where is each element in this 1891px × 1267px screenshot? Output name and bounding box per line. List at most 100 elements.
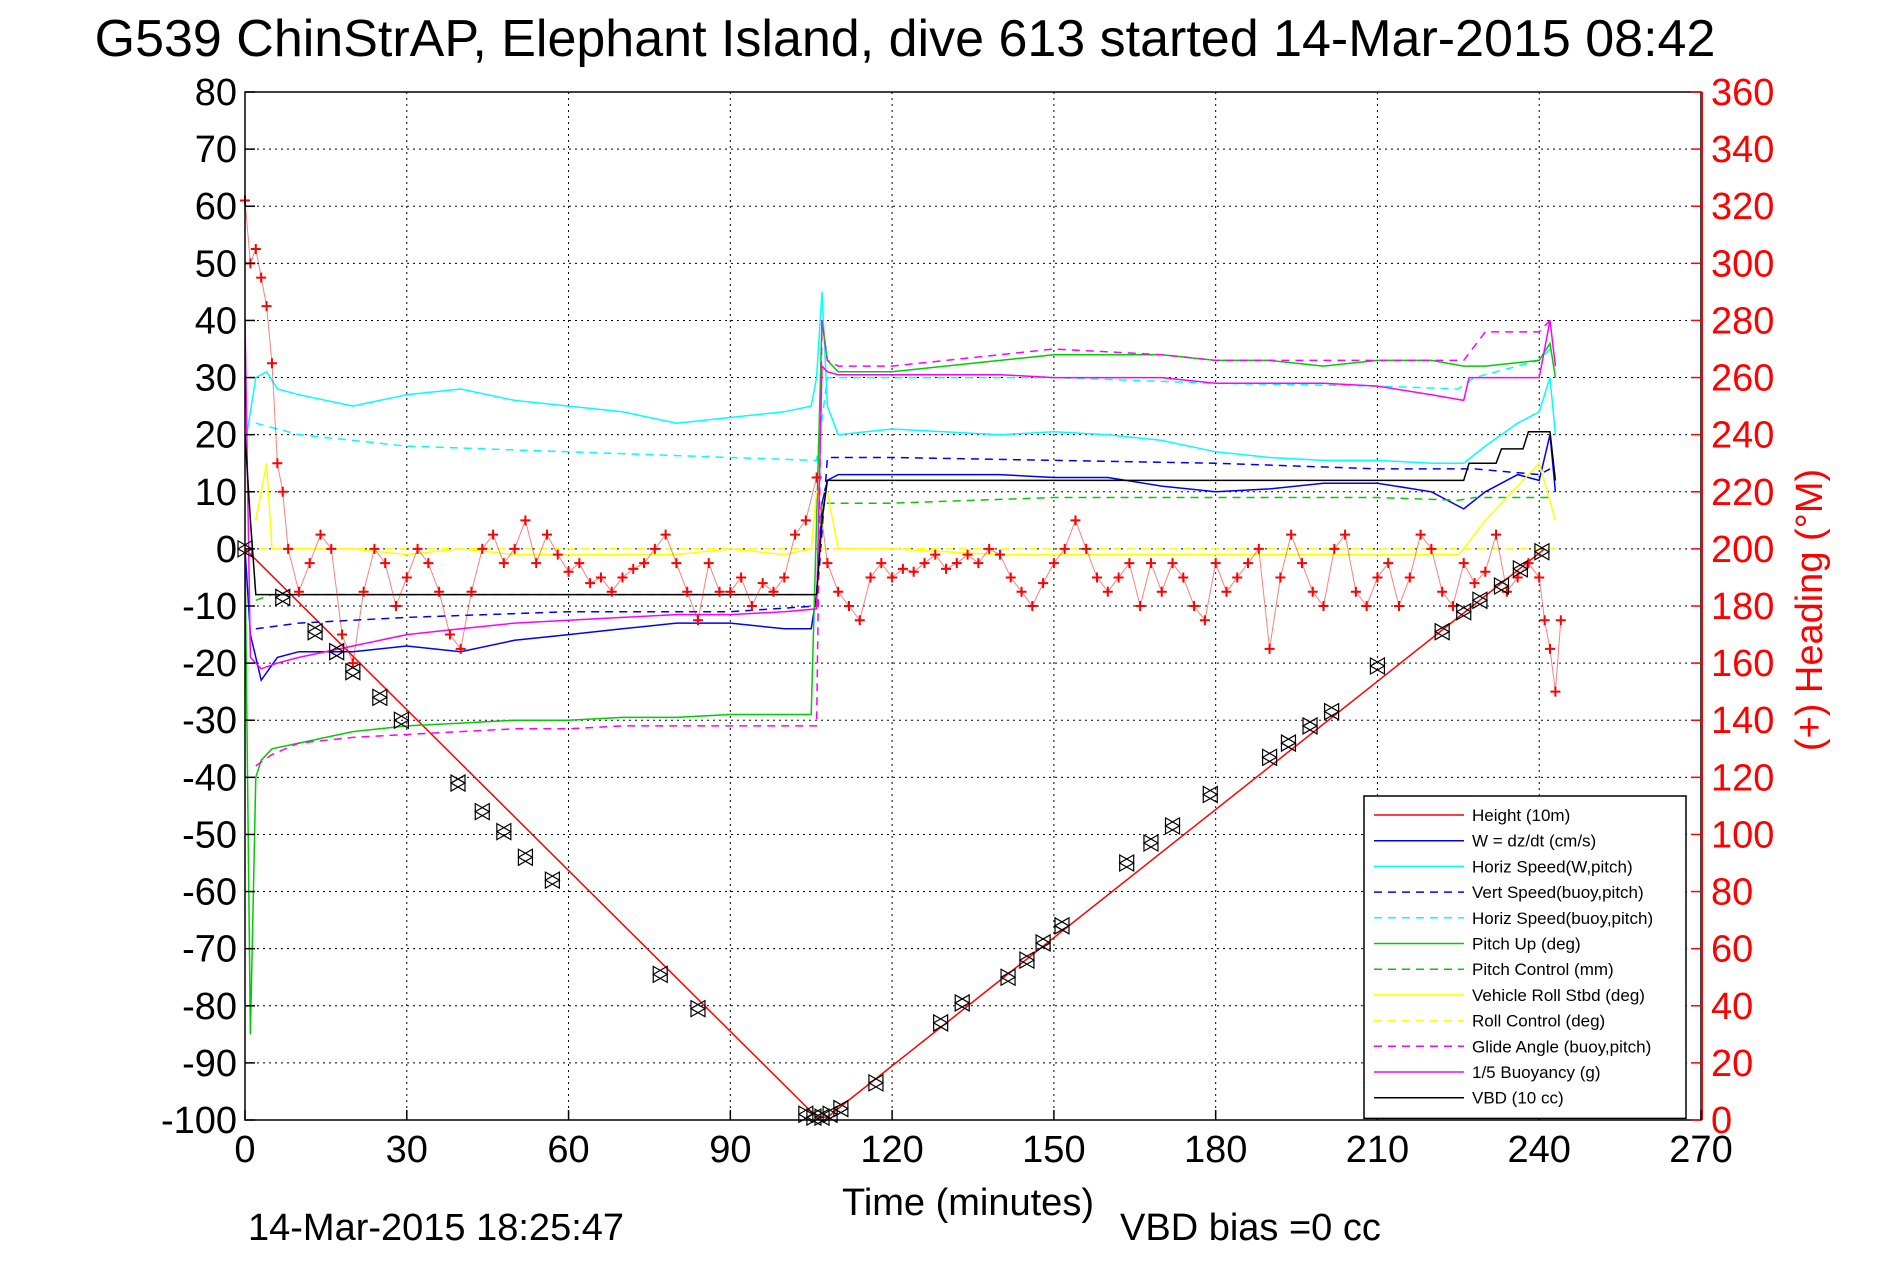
- y-tick-label: 70: [195, 129, 237, 171]
- series-height-10m: [245, 548, 1546, 1118]
- depth-sample-marker: [954, 993, 971, 1012]
- depth-sample-marker: [1053, 916, 1071, 935]
- y-tick-label: 0: [216, 529, 237, 571]
- depth-sample-marker: [495, 822, 513, 841]
- y2-tick-label: 40: [1711, 986, 1753, 1028]
- legend-box: [1363, 795, 1687, 1120]
- depth-sample-marker: [1369, 656, 1386, 676]
- series-horiz-speed-w-pitch: [245, 291, 1557, 464]
- depth-sample-marker: [1164, 816, 1181, 835]
- legend-label: Horiz Speed(buoy,pitch): [1472, 909, 1653, 928]
- depth-sample-marker: [867, 1073, 885, 1092]
- legend: Height (10m) W = dz/dt (cm/s) Horiz Speed(…: [1363, 795, 1687, 1120]
- depth-sample-marker: [1512, 559, 1529, 578]
- depth-sample-marker: [393, 711, 410, 730]
- series-glide-angle-buoy-pitch: [255, 319, 1551, 767]
- y2-tick-label: 360: [1711, 72, 1774, 114]
- depth-sample-marker: [1493, 576, 1510, 596]
- depth-sample-marker: [1323, 702, 1340, 721]
- y2-tick-label: 320: [1711, 186, 1774, 228]
- x-tick-label: 90: [709, 1129, 751, 1171]
- series-horiz-speed-buoy-pitch: [255, 348, 1551, 462]
- legend-label: Roll Control (deg): [1472, 1012, 1605, 1031]
- series-layer: [245, 291, 1557, 1118]
- series-1-5-buoyancy-g: [245, 320, 1557, 670]
- depth-sample-marker: [1455, 602, 1472, 621]
- legend-label: Horiz Speed(W,pitch): [1472, 857, 1633, 876]
- y2-tick-label: 140: [1711, 700, 1774, 742]
- y-tick-label: 20: [195, 415, 237, 457]
- legend-label: W = dz/dt (cm/s): [1472, 832, 1596, 851]
- x-tick-label: 240: [1508, 1129, 1571, 1171]
- y2-tick-label: 340: [1711, 129, 1774, 171]
- y2-tick-label: 100: [1711, 814, 1774, 856]
- heading-markers: [240, 195, 1566, 697]
- y2-tick-label: 120: [1711, 757, 1774, 799]
- y-axis-left: 80 70 60 50 40 30 20 10 0 -10 -20 -30 -40 -50 -60 -70 -8…: [161, 72, 255, 1142]
- x-tick-label: 120: [860, 1129, 923, 1171]
- legend-label: Height (10m): [1472, 806, 1570, 825]
- series-vbd-10-cc: [245, 431, 1557, 596]
- depth-sample-marker: [344, 662, 362, 681]
- x-tick-label: 60: [547, 1129, 589, 1171]
- y2-tick-label: 180: [1711, 586, 1774, 628]
- y2-tick-label: 260: [1711, 358, 1774, 400]
- depth-sample-marker: [805, 1108, 823, 1127]
- depth-sample-marker: [1034, 933, 1052, 952]
- y2-tick-label: 20: [1711, 1043, 1753, 1085]
- y-tick-label: -90: [182, 1043, 237, 1085]
- depth-sample-marker: [449, 774, 467, 793]
- depth-sample-marker: [1202, 785, 1219, 804]
- x-tick-label: 180: [1184, 1129, 1247, 1171]
- legend-label: VBD (10 cc): [1472, 1089, 1564, 1108]
- y2-axis-label: (+) Heading (°M): [1789, 469, 1831, 751]
- legend-label: Glide Angle (buoy,pitch): [1472, 1037, 1651, 1056]
- depth-sample-marker: [999, 968, 1017, 987]
- legend-label: 1/5 Buoyancy (g): [1472, 1063, 1601, 1082]
- depth-sample-marker: [274, 588, 291, 607]
- depth-sample-marker: [1142, 833, 1160, 853]
- y2-tick-label: 300: [1711, 243, 1774, 285]
- x-tick-label: 30: [386, 1129, 428, 1171]
- series-pitch-up-deg: [245, 320, 1557, 1035]
- legend-label: Vehicle Roll Stbd (deg): [1472, 986, 1645, 1005]
- legend-label: Pitch Up (deg): [1472, 935, 1581, 954]
- y-tick-label: 60: [195, 186, 237, 228]
- x-tick-label: 0: [234, 1129, 255, 1171]
- y-tick-label: 30: [195, 358, 237, 400]
- y-tick-label: 40: [195, 300, 237, 342]
- y2-tick-label: 220: [1711, 472, 1774, 514]
- x-axis: 0 30 60 90 120 150 180 210 240 270: [234, 1110, 1733, 1171]
- series-vert-speed-buoy-pitch: [255, 456, 1551, 630]
- x-tick-label: 210: [1346, 1129, 1409, 1171]
- y-tick-label: 10: [195, 472, 237, 514]
- chart-title: G539 ChinStrAP, Elephant Island, dive 61…: [95, 10, 1716, 68]
- depth-sample-marker: [1533, 542, 1551, 561]
- heading-trace: [244, 200, 1562, 692]
- depth-sample-marker: [1433, 622, 1451, 641]
- y-tick-label: -70: [182, 929, 237, 971]
- legend-label: Vert Speed(buoy,pitch): [1472, 883, 1644, 902]
- y-tick-label: 50: [195, 243, 237, 285]
- y-axis-right: 3603403203002802602402202001801601401201…: [1691, 72, 1774, 1142]
- y2-tick-label: 240: [1711, 415, 1774, 457]
- depth-sample-marker: [1280, 734, 1297, 753]
- y2-tick-label: 60: [1711, 929, 1753, 971]
- y-tick-label: -30: [182, 700, 237, 742]
- depth-sample-marker: [544, 871, 561, 890]
- depth-sample-marker: [689, 999, 707, 1018]
- y2-tick-label: 0: [1711, 1100, 1732, 1142]
- y-tick-label: -10: [182, 586, 237, 628]
- x-axis-label: Time (minutes): [842, 1182, 1094, 1224]
- depth-sample-markers: [236, 539, 1551, 1127]
- depth-sample-marker: [652, 965, 669, 984]
- y2-tick-label: 160: [1711, 643, 1774, 685]
- depth-sample-marker: [306, 622, 324, 641]
- depth-sample-marker: [1471, 591, 1489, 610]
- depth-sample-marker: [1018, 951, 1036, 970]
- depth-sample-marker: [932, 1013, 949, 1032]
- series-vehicle-roll-stbd-deg: [255, 461, 1557, 556]
- x-tick-label: 150: [1022, 1129, 1085, 1171]
